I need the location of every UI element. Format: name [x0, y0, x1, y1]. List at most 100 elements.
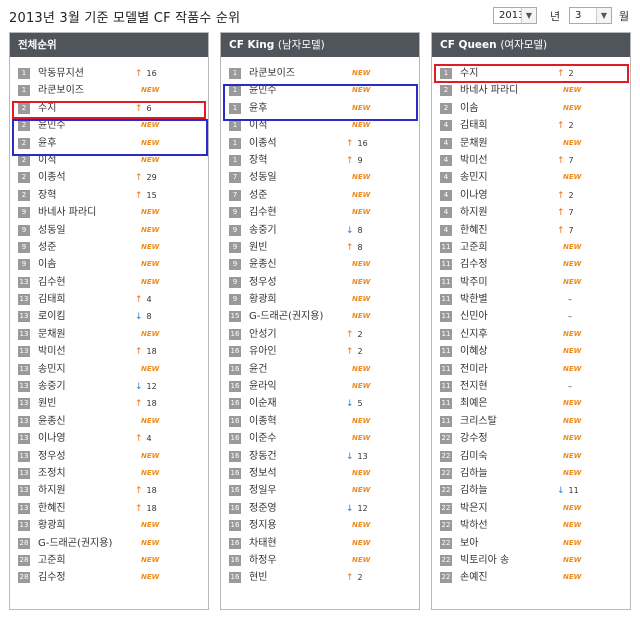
model-name[interactable]: 이종석	[249, 137, 277, 149]
model-name[interactable]: 바네사 파라디	[460, 85, 519, 97]
ranking-row[interactable]: 22 강수정 NEW	[432, 430, 630, 447]
model-name[interactable]: 김수정	[460, 259, 488, 271]
model-name[interactable]: 윤민수	[249, 85, 277, 97]
ranking-row[interactable]: 13 한혜진 ↑ 18	[10, 500, 208, 517]
ranking-row[interactable]: 16 안성기 ↑ 2	[221, 326, 419, 343]
model-name[interactable]: 하지원	[460, 207, 488, 219]
model-name[interactable]: 이순재	[249, 398, 277, 410]
ranking-row[interactable]: 1 윤민수 NEW	[221, 82, 419, 99]
model-name[interactable]: 김하늘	[460, 467, 488, 479]
ranking-row[interactable]: 22 김하늘 NEW	[432, 465, 630, 482]
model-name[interactable]: 윤라익	[249, 381, 277, 393]
model-name[interactable]: 고준희	[38, 554, 66, 566]
model-name[interactable]: 원빈	[249, 241, 268, 253]
ranking-row[interactable]: 1 라쿤보이즈 NEW	[10, 82, 208, 99]
model-name[interactable]: 송민지	[460, 172, 488, 184]
ranking-row[interactable]: 2 이적 NEW	[10, 152, 208, 169]
ranking-row[interactable]: 16 유아인 ↑ 2	[221, 343, 419, 360]
ranking-row[interactable]: 13 이나영 ↑ 4	[10, 430, 208, 447]
model-name[interactable]: 이적	[249, 120, 268, 132]
ranking-row[interactable]: 9 정우성 NEW	[221, 274, 419, 291]
model-name[interactable]: 정우성	[38, 450, 66, 462]
model-name[interactable]: 고준희	[460, 241, 488, 253]
ranking-row[interactable]: 11 신민아 –	[432, 308, 630, 325]
model-name[interactable]: 수지	[460, 68, 479, 79]
ranking-row[interactable]: 11 박한별 –	[432, 291, 630, 308]
ranking-row[interactable]: 16 윤건 NEW	[221, 361, 419, 378]
ranking-row[interactable]: 1 수지 ↑ 2	[432, 65, 630, 82]
ranking-row[interactable]: 11 최예은 NEW	[432, 395, 630, 412]
model-name[interactable]: 김태희	[460, 120, 488, 132]
ranking-row[interactable]: 13 문채원 NEW	[10, 326, 208, 343]
ranking-row[interactable]: 22 보아 NEW	[432, 535, 630, 552]
ranking-row[interactable]: 16 윤라익 NEW	[221, 378, 419, 395]
model-name[interactable]: 황광희	[38, 520, 66, 532]
model-name[interactable]: 이준수	[249, 433, 277, 445]
model-name[interactable]: 김하늘	[460, 485, 488, 497]
ranking-row[interactable]: 1 윤후 NEW	[221, 100, 419, 117]
model-name[interactable]: 황광희	[249, 294, 277, 306]
model-name[interactable]: 박하선	[460, 520, 488, 532]
ranking-row[interactable]: 13 송중기 ↓ 12	[10, 378, 208, 395]
model-name[interactable]: 최예은	[460, 398, 488, 410]
ranking-row[interactable]: 13 원빈 ↑ 18	[10, 395, 208, 412]
ranking-row[interactable]: 16 정지용 NEW	[221, 517, 419, 534]
model-name[interactable]: 이종혁	[249, 415, 277, 427]
model-name[interactable]: 안성기	[249, 328, 277, 340]
ranking-row[interactable]: 11 이혜상 NEW	[432, 343, 630, 360]
model-name[interactable]: 원빈	[38, 398, 57, 410]
model-name[interactable]: 박미선	[460, 154, 488, 166]
ranking-row[interactable]: 1 라쿤보이즈 NEW	[221, 65, 419, 82]
ranking-row[interactable]: 4 하지원 ↑ 7	[432, 204, 630, 221]
model-name[interactable]: 바네사 파라디	[38, 207, 97, 219]
ranking-row[interactable]: 22 박하선 NEW	[432, 517, 630, 534]
ranking-row[interactable]: 11 크리스탈 NEW	[432, 413, 630, 430]
model-name[interactable]: 차태현	[249, 537, 277, 549]
ranking-row[interactable]: 4 송민지 NEW	[432, 169, 630, 186]
ranking-row[interactable]: 13 박미선 ↑ 18	[10, 343, 208, 360]
ranking-row[interactable]: 9 송중기 ↓ 8	[221, 222, 419, 239]
ranking-row[interactable]: 1 이적 NEW	[221, 117, 419, 134]
ranking-row[interactable]: 9 성동일 NEW	[10, 222, 208, 239]
model-name[interactable]: 박미선	[38, 346, 66, 358]
model-name[interactable]: 윤민수	[38, 120, 66, 132]
ranking-row[interactable]: 2 이솜 NEW	[432, 100, 630, 117]
model-name[interactable]: 수지	[38, 102, 57, 114]
ranking-row[interactable]: 9 윤종신 NEW	[221, 256, 419, 273]
year-select[interactable]: 2013 ▼	[493, 7, 537, 24]
model-name[interactable]: 빅토리아 송	[460, 554, 510, 566]
ranking-row[interactable]: 13 송민지 NEW	[10, 361, 208, 378]
model-name[interactable]: 신지후	[460, 328, 488, 340]
ranking-row[interactable]: 11 김수정 NEW	[432, 256, 630, 273]
ranking-row[interactable]: 9 김수현 NEW	[221, 204, 419, 221]
ranking-row[interactable]: 16 정일우 NEW	[221, 482, 419, 499]
model-name[interactable]: 김미숙	[460, 450, 488, 462]
model-name[interactable]: 조정치	[38, 467, 66, 479]
model-name[interactable]: 전미라	[460, 363, 488, 375]
model-name[interactable]: 윤종신	[249, 259, 277, 271]
ranking-row[interactable]: 13 하지원 ↑ 18	[10, 482, 208, 499]
ranking-row[interactable]: 9 성준 NEW	[10, 239, 208, 256]
ranking-row[interactable]: 13 정우성 NEW	[10, 448, 208, 465]
model-name[interactable]: 이솜	[460, 102, 479, 114]
ranking-row[interactable]: 16 이준수 NEW	[221, 430, 419, 447]
ranking-row[interactable]: 22 김미숙 NEW	[432, 448, 630, 465]
model-name[interactable]: 정우성	[249, 276, 277, 288]
ranking-row[interactable]: 1 장혁 ↑ 9	[221, 152, 419, 169]
model-name[interactable]: 김수현	[38, 276, 66, 288]
ranking-row[interactable]: 2 윤후 NEW	[10, 135, 208, 152]
model-name[interactable]: 송민지	[38, 363, 66, 375]
ranking-row[interactable]: 28 고준희 NEW	[10, 552, 208, 569]
model-name[interactable]: 이나영	[38, 433, 66, 445]
ranking-row[interactable]: 7 성준 NEW	[221, 187, 419, 204]
ranking-row[interactable]: 13 로이킴 ↓ 8	[10, 308, 208, 325]
ranking-row[interactable]: 11 전미라 NEW	[432, 361, 630, 378]
model-name[interactable]: 한혜진	[38, 502, 66, 514]
ranking-row[interactable]: 9 바네사 파라디 NEW	[10, 204, 208, 221]
ranking-row[interactable]: 2 바네사 파라디 NEW	[432, 82, 630, 99]
ranking-row[interactable]: 11 신지후 NEW	[432, 326, 630, 343]
model-name[interactable]: 김수정	[38, 572, 66, 584]
model-name[interactable]: 성준	[38, 241, 57, 253]
model-name[interactable]: 정지용	[249, 520, 277, 532]
model-name[interactable]: 박주미	[460, 276, 488, 288]
